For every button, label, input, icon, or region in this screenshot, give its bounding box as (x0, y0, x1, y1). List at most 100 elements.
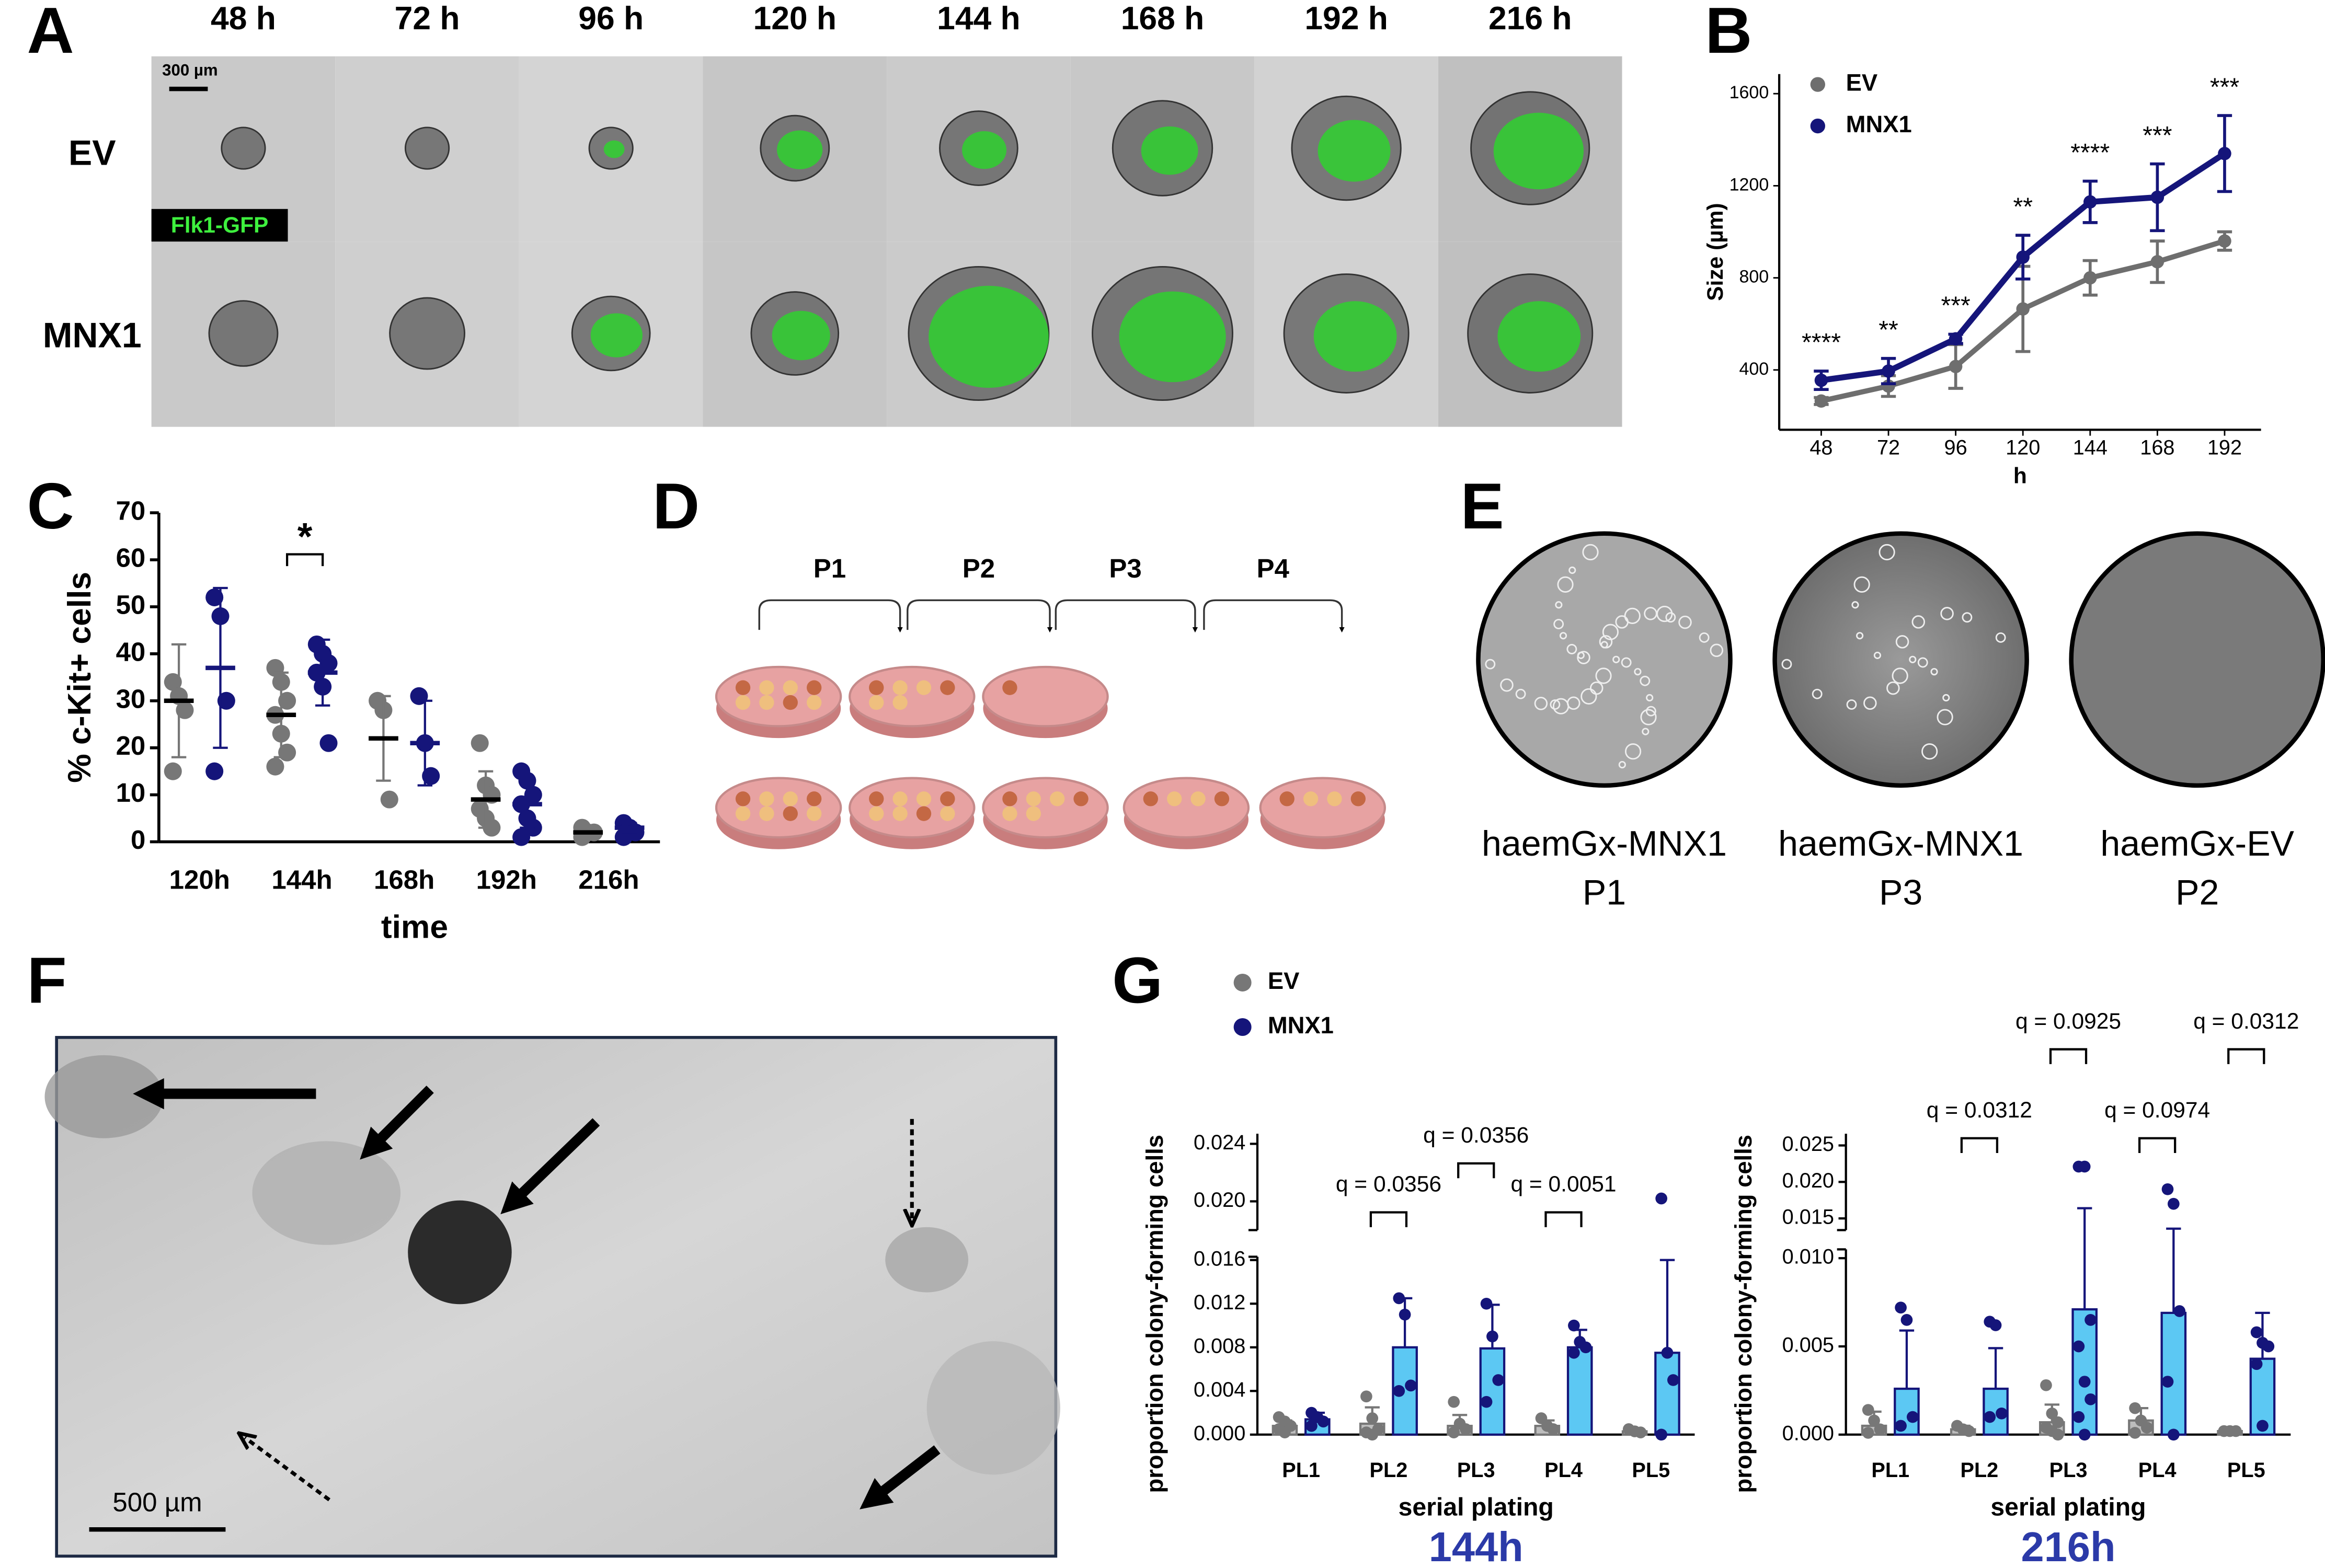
axis-break (1248, 1229, 1257, 1258)
colony (759, 791, 774, 806)
x-tick-label: PL4 (1544, 1459, 1583, 1482)
legend-label: EV (1268, 967, 1300, 994)
x-tick-label: 144 (2073, 436, 2108, 459)
point (2085, 1314, 2097, 1326)
y-tick-label: 0.010 (1782, 1246, 1834, 1269)
x-tick-label: 216h (578, 865, 639, 895)
y-tick-label: 800 (1739, 267, 1769, 287)
x-tick-label: PL1 (1282, 1459, 1320, 1482)
colony (1937, 709, 1953, 725)
y-tick-label: 0.005 (1782, 1334, 1834, 1357)
bar (1479, 1347, 1506, 1436)
colony (1886, 681, 1900, 695)
point (2218, 234, 2231, 248)
point (1667, 1374, 1679, 1386)
colony (806, 806, 822, 821)
dish (982, 665, 1109, 728)
q-label: q = 0.0312 (2193, 1009, 2299, 1034)
colony (1781, 659, 1792, 670)
point (1661, 1346, 1674, 1359)
y-tick-label: 0.025 (1782, 1133, 1834, 1156)
colony (783, 806, 798, 821)
dish (982, 777, 1109, 839)
colony (1895, 635, 1909, 649)
colony (1656, 605, 1673, 622)
x-tick-label: PL2 (1960, 1459, 1998, 1482)
x-tick-label: PL4 (2138, 1459, 2177, 1482)
x-axis-label: serial plating (1990, 1493, 2146, 1521)
point (164, 762, 182, 780)
reporter-box (151, 209, 288, 242)
arrow (860, 1445, 941, 1509)
colony (1863, 696, 1877, 710)
colony (1049, 791, 1065, 806)
colony (806, 791, 822, 806)
sig-bracket (1960, 1137, 1999, 1154)
colony (1566, 644, 1577, 654)
x-tick-label: PL5 (1632, 1459, 1670, 1482)
colony (940, 806, 955, 821)
time-label: 96 h (578, 1, 644, 37)
time-label: 48 h (211, 1, 276, 37)
colony (1853, 576, 1870, 593)
q-label: q = 0.0356 (1336, 1172, 1441, 1197)
colony (1634, 668, 1642, 676)
point (2250, 1326, 2263, 1339)
y-tick-label: 400 (1739, 359, 1769, 379)
colony (735, 806, 751, 821)
panel-label: A (27, 0, 74, 67)
sig-bracket (1369, 1211, 1408, 1227)
bar (1566, 1346, 1593, 1436)
point (1996, 1407, 2008, 1420)
point (2218, 146, 2231, 160)
colony (869, 695, 884, 710)
dish (715, 777, 842, 839)
colony (1580, 688, 1597, 705)
point (1568, 1346, 1580, 1359)
error-bar (2166, 1227, 2181, 1313)
point (205, 588, 224, 606)
y-tick-label: 0.016 (1194, 1247, 1245, 1270)
point (176, 701, 194, 719)
plate (1476, 531, 1733, 788)
colony (1002, 806, 1017, 821)
plate-name: haemGx-EV (2100, 824, 2294, 863)
point (2083, 195, 2097, 209)
colony (1557, 576, 1574, 593)
y-axis-label: % c-Kit+ cells (62, 572, 98, 783)
y-tick-label: 0 (131, 825, 145, 855)
point (1900, 1314, 1913, 1326)
legend-label: EV (1846, 70, 1878, 96)
panel-label: D (652, 470, 700, 543)
x-tick-label: 96 (1944, 436, 1967, 459)
passage-label: P2 (963, 554, 995, 583)
colony (869, 791, 884, 806)
point (1906, 1411, 1919, 1423)
point (1460, 1423, 1472, 1435)
x-axis-label: time (381, 909, 448, 945)
y-tick-label: 0.000 (1194, 1422, 1245, 1445)
point (2052, 1416, 2064, 1428)
point (2052, 1428, 2064, 1441)
point (278, 691, 296, 710)
bar (2160, 1311, 2187, 1436)
x-tick-label: 48 (1809, 436, 1832, 459)
plate-name: haemGx-MNX1 (1482, 824, 1727, 863)
q-label: q = 0.0925 (2015, 1009, 2121, 1034)
point (1989, 1319, 2002, 1331)
gfp-signal (961, 131, 1007, 169)
colony (892, 806, 908, 821)
chart-title: 216h (2021, 1524, 2116, 1568)
panel-label: G (1112, 944, 1163, 1017)
point (1634, 1426, 1647, 1438)
x-tick-label: PL3 (2049, 1459, 2088, 1482)
y-tick-label: 1200 (1730, 175, 1769, 194)
colony (1624, 607, 1641, 624)
significance: **** (1802, 329, 1841, 357)
x-axis-label: h (2013, 463, 2027, 488)
dish (715, 665, 842, 728)
y-tick-label: 0.015 (1782, 1206, 1834, 1229)
point (1882, 364, 1895, 378)
point (2167, 1428, 2180, 1441)
